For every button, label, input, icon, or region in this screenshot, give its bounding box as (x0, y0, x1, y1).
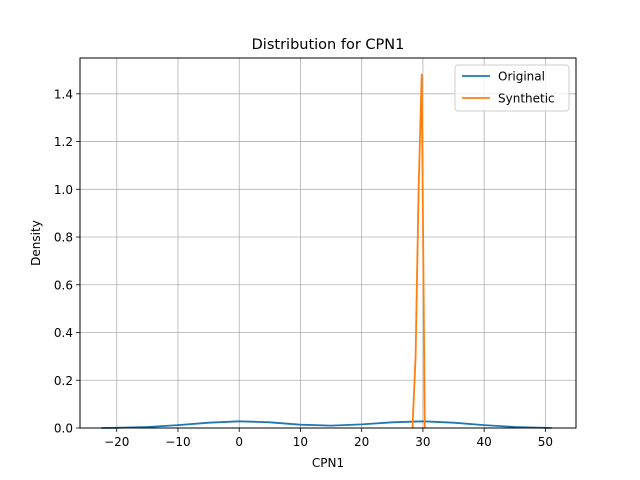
x-tick-label: −20 (104, 435, 129, 449)
y-tick-label: 0.8 (54, 231, 73, 245)
legend-label: Synthetic (498, 92, 555, 106)
y-tick-label: 1.4 (54, 87, 73, 101)
x-tick-label: 10 (293, 435, 308, 449)
y-tick-label: 0.2 (54, 374, 73, 388)
grid (80, 58, 576, 429)
x-tick-label: 50 (538, 435, 553, 449)
legend-label: Original (498, 70, 545, 84)
legend: Original Synthetic (454, 64, 570, 112)
y-tick-label: 0.0 (54, 422, 73, 436)
x-tick-label: 20 (354, 435, 369, 449)
x-axis-label: CPN1 (312, 456, 344, 470)
x-tick-label: −10 (165, 435, 190, 449)
series-line-synthetic (411, 73, 426, 429)
y-tick-label: 1.2 (54, 135, 73, 149)
y-axis-ticks: 0.0 0.2 0.4 0.6 0.8 1.0 1.2 1.4 (54, 87, 80, 436)
x-tick-label: 0 (235, 435, 243, 449)
x-tick-label: 40 (477, 435, 492, 449)
plot-frame (79, 57, 577, 429)
y-axis-label: Density (29, 220, 43, 266)
y-tick-label: 1.0 (54, 183, 73, 197)
x-axis-ticks: −20 −10 0 10 20 30 40 50 (104, 428, 553, 449)
y-tick-label: 0.6 (54, 278, 73, 292)
series-line-original (101, 420, 552, 429)
y-tick-label: 0.4 (54, 326, 73, 340)
chart-title: Distribution for CPN1 (252, 37, 405, 53)
series-lines (101, 73, 552, 429)
x-tick-label: 30 (415, 435, 430, 449)
